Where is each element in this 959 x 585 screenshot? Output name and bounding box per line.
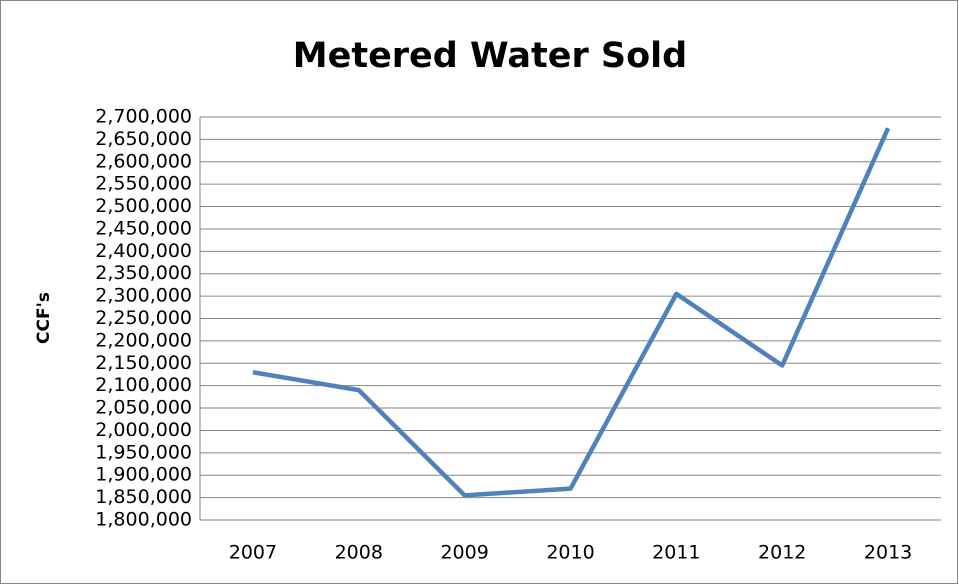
y-tick-label: 2,650,000 bbox=[95, 128, 192, 150]
x-tick-label: 2008 bbox=[335, 542, 383, 564]
x-tick-label: 2011 bbox=[652, 542, 700, 564]
chart-title: Metered Water Sold bbox=[293, 36, 687, 76]
y-tick-label: 2,150,000 bbox=[95, 352, 192, 374]
y-tick-label: 2,300,000 bbox=[95, 285, 192, 307]
y-tick-label: 2,000,000 bbox=[95, 419, 192, 441]
y-tick-label: 2,550,000 bbox=[95, 173, 192, 195]
x-tick-label: 2007 bbox=[229, 542, 277, 564]
y-tick-label: 2,450,000 bbox=[95, 217, 192, 239]
y-tick-label: 1,800,000 bbox=[95, 509, 192, 531]
y-tick-label: 2,400,000 bbox=[95, 240, 192, 262]
y-tick-label: 2,350,000 bbox=[95, 262, 192, 284]
y-tick-label: 2,100,000 bbox=[95, 374, 192, 396]
y-tick-label: 1,850,000 bbox=[95, 486, 192, 508]
x-tick-label: 2009 bbox=[440, 542, 488, 564]
y-tick-label: 2,200,000 bbox=[95, 329, 192, 351]
y-tick-label: 2,600,000 bbox=[95, 150, 192, 172]
x-tick-label: 2010 bbox=[546, 542, 594, 564]
y-tick-label: 2,700,000 bbox=[95, 106, 192, 128]
y-axis-label: CCF's bbox=[34, 292, 54, 344]
y-tick-label: 2,250,000 bbox=[95, 307, 192, 329]
data-line bbox=[252, 127, 891, 498]
x-tick-label: 2013 bbox=[864, 542, 912, 564]
x-tick-label: 2012 bbox=[758, 542, 806, 564]
y-tick-label: 2,050,000 bbox=[95, 397, 192, 419]
y-tick-label: 2,500,000 bbox=[95, 195, 192, 217]
y-tick-label: 1,900,000 bbox=[95, 464, 192, 486]
y-tick-label: 1,950,000 bbox=[95, 441, 192, 463]
